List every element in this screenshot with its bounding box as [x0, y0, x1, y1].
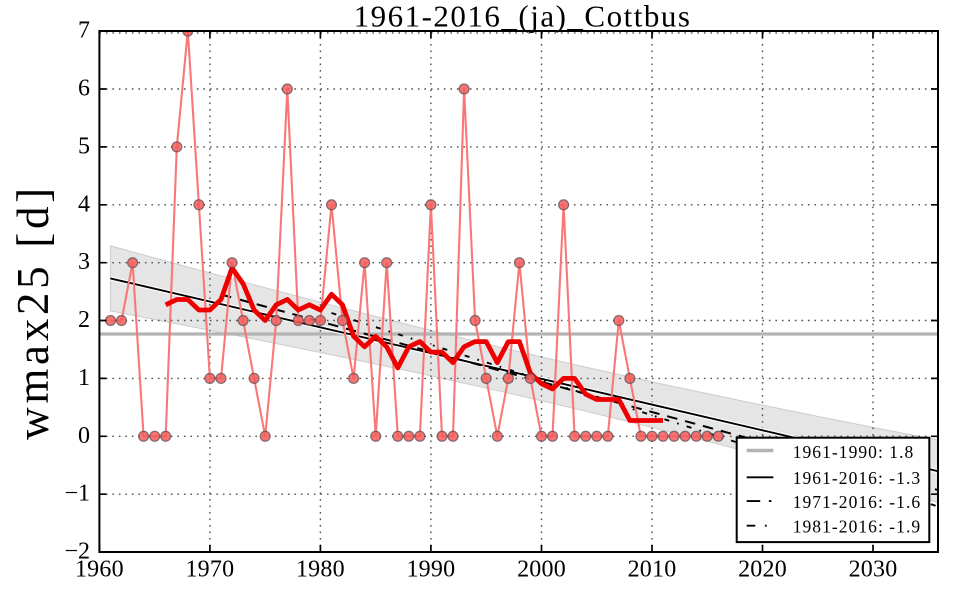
svg-text:2020: 2020: [738, 557, 787, 583]
svg-text:2000: 2000: [517, 557, 566, 583]
svg-text:2010: 2010: [628, 557, 677, 583]
svg-text:1960: 1960: [75, 557, 124, 583]
svg-text:1970: 1970: [185, 557, 234, 583]
svg-text:wmax25 [d]: wmax25 [d]: [8, 184, 58, 440]
svg-text:2030: 2030: [849, 557, 898, 583]
svg-text:1: 1: [78, 365, 90, 391]
svg-text:1980: 1980: [296, 557, 345, 583]
svg-text:0: 0: [78, 423, 90, 449]
svg-text:1961-2016: -1.3: 1961-2016: -1.3: [793, 468, 922, 488]
svg-text:1961-1990: 1.8: 1961-1990: 1.8: [793, 442, 915, 462]
svg-text:−1: −1: [64, 481, 90, 507]
svg-text:1990: 1990: [406, 557, 455, 583]
svg-text:1971-2016: -1.6: 1971-2016: -1.6: [793, 492, 922, 512]
svg-text:−2: −2: [64, 539, 90, 565]
svg-text:4: 4: [78, 191, 90, 217]
svg-text:6: 6: [78, 76, 90, 102]
svg-text:3: 3: [78, 249, 90, 275]
svg-text:5: 5: [78, 133, 90, 159]
svg-text:2: 2: [78, 307, 90, 333]
svg-text:1961-2016_(ja)_Cottbus: 1961-2016_(ja)_Cottbus: [354, 0, 692, 33]
svg-text:7: 7: [78, 18, 90, 44]
svg-text:1981-2016: -1.9: 1981-2016: -1.9: [793, 517, 922, 537]
